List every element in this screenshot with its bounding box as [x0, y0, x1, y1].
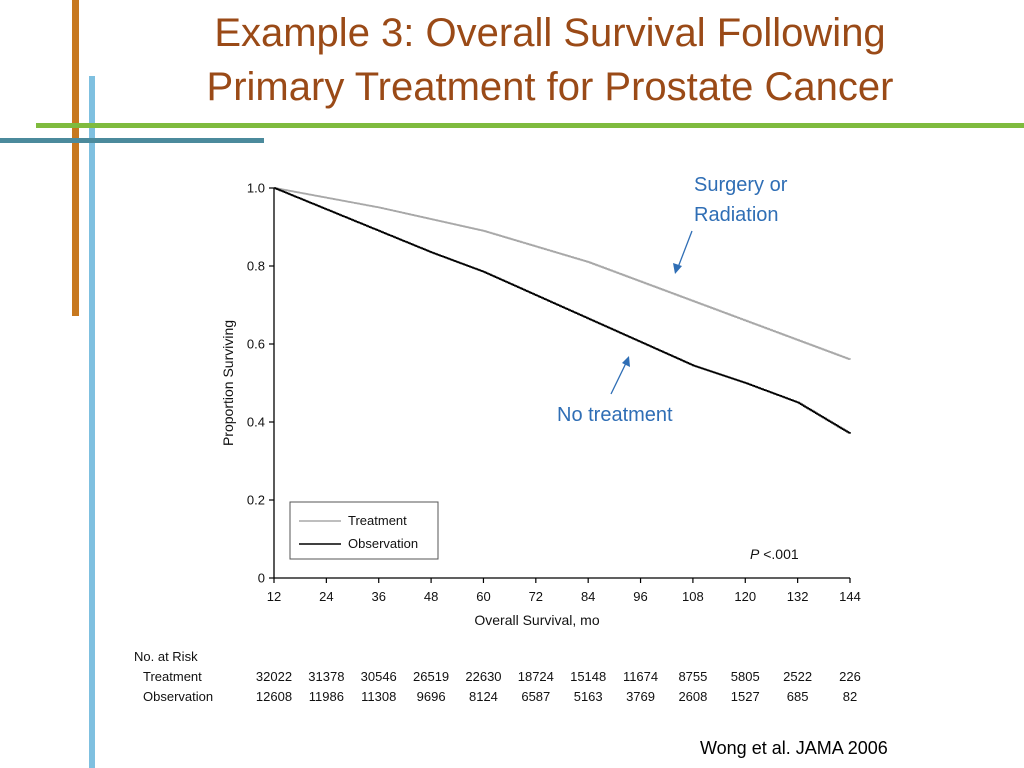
- y-axis-title: Proportion Surviving: [220, 320, 236, 446]
- orange-vertical-bar: [72, 0, 79, 316]
- p-value-letter: P: [750, 546, 760, 562]
- annotation-surgery-arrow: [676, 230, 693, 271]
- risk-value: 22630: [465, 669, 501, 684]
- series-line-observation: [274, 187, 851, 434]
- annotation-surgery-line-1: Surgery or: [694, 174, 788, 196]
- x-tick-label: 108: [682, 589, 704, 604]
- legend-label-treatment: Treatment: [348, 513, 407, 528]
- legend-label-observation: Observation: [348, 536, 418, 551]
- legend-box: [289, 501, 439, 560]
- p-value-text: <.001: [759, 546, 799, 562]
- x-tick-label: 144: [839, 589, 861, 604]
- risk-value: 5805: [731, 669, 760, 684]
- risk-value: 11986: [309, 689, 344, 704]
- steel-blue-horizontal-bar: [0, 138, 264, 143]
- green-horizontal-bar: [36, 123, 1024, 128]
- annotation-no-treatment-arrow: [610, 360, 628, 395]
- blue-vertical-bar: [89, 76, 95, 768]
- y-tick-label: 0.6: [247, 337, 265, 352]
- chart-legend: Treatment Observation: [289, 501, 439, 560]
- p-value-annotation: P <.001: [750, 546, 799, 562]
- risk-value: 1527: [731, 689, 760, 704]
- risk-value: 226: [839, 669, 861, 684]
- x-tick-label: 84: [581, 589, 595, 604]
- x-tick-label: 24: [319, 589, 333, 604]
- annotation-no-treatment: No treatment: [557, 404, 673, 426]
- risk-value: 3769: [626, 689, 655, 704]
- x-tick-label: 72: [529, 589, 543, 604]
- risk-table-header: No. at Risk: [134, 649, 198, 664]
- x-axis-title: Overall Survival, mo: [474, 612, 599, 628]
- citation: Wong et al. JAMA 2006: [700, 738, 888, 758]
- risk-value: 15148: [570, 669, 606, 684]
- risk-value: 82: [843, 689, 857, 704]
- risk-value: 2608: [678, 689, 707, 704]
- x-tick-label: 48: [424, 589, 438, 604]
- risk-value: 5163: [574, 689, 603, 704]
- y-tick-label: 0.2: [247, 493, 265, 508]
- x-tick-label: 36: [371, 589, 385, 604]
- y-tick-label: 1.0: [247, 181, 265, 196]
- risk-value: 31378: [308, 669, 344, 684]
- chart-series: [274, 187, 851, 434]
- risk-value: 12608: [256, 689, 292, 704]
- risk-value: 32022: [256, 669, 292, 684]
- risk-value: 26519: [413, 669, 449, 684]
- chart-axes: [273, 188, 850, 579]
- risk-value: 9696: [417, 689, 446, 704]
- slide-title: Example 3: Overall Survival Following Pr…: [100, 6, 1000, 114]
- y-tick-label: 0.4: [247, 415, 265, 430]
- chart-ticks: 0 0.2 0.4 0.6 0.8 1.0 12 24 36 48 60 72 84 96 108 120 13…: [247, 181, 861, 605]
- y-tick-label: 0.8: [247, 259, 265, 274]
- y-tick-label: 0: [258, 571, 265, 586]
- x-tick-label: 60: [476, 589, 490, 604]
- risk-value: 6587: [521, 689, 550, 704]
- slide-title-line-1: Example 3: Overall Survival Following: [214, 11, 886, 55]
- risk-row-label-treatment: Treatment: [143, 669, 202, 684]
- risk-row-label-observation: Observation: [143, 689, 213, 704]
- series-line-treatment: [274, 187, 851, 360]
- annotation-no-treatment-arrowhead: [622, 356, 630, 367]
- risk-value: 30546: [361, 669, 397, 684]
- x-tick-label: 132: [787, 589, 809, 604]
- annotation-surgery-arrowhead: [673, 263, 682, 274]
- risk-value: 8124: [469, 689, 498, 704]
- x-tick-label: 12: [267, 589, 281, 604]
- risk-value: 2522: [783, 669, 812, 684]
- risk-value: 11674: [623, 669, 658, 684]
- risk-value: 685: [787, 689, 809, 704]
- risk-value: 8755: [678, 669, 707, 684]
- risk-values: 32022 31378 30546 26519 22630 18724 15148 11674…: [256, 669, 861, 704]
- risk-table: No. at Risk Treatment Observation 32022 3…: [134, 649, 861, 704]
- x-tick-label: 120: [734, 589, 756, 604]
- risk-value: 11308: [361, 689, 396, 704]
- x-tick-label: 96: [633, 589, 647, 604]
- annotation-surgery-line-2: Radiation: [694, 204, 779, 226]
- slide-title-line-2: Primary Treatment for Prostate Cancer: [206, 65, 894, 109]
- risk-value: 18724: [518, 669, 554, 684]
